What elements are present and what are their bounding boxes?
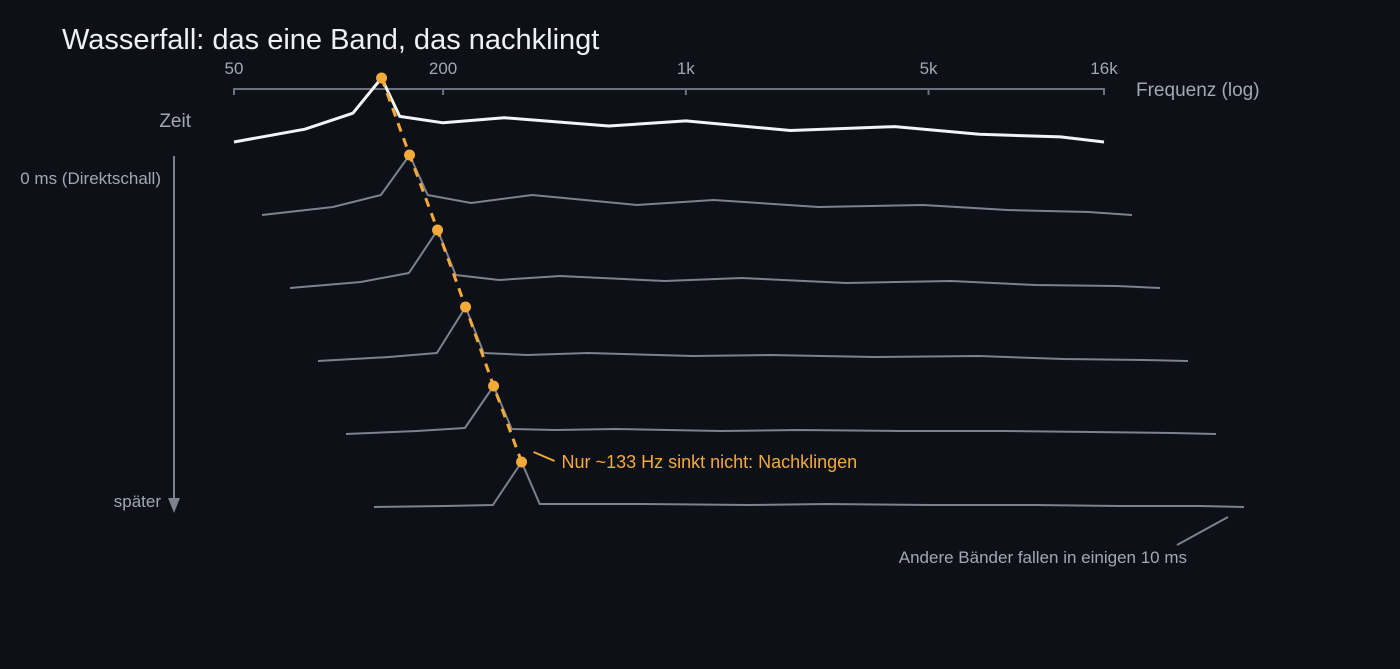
x-tick-label: 5k	[920, 59, 938, 78]
x-axis-label: Frequenz (log)	[1136, 80, 1260, 101]
highlight-leader-line	[533, 451, 555, 462]
ringing-peak-point	[460, 301, 472, 313]
ringing-peak-point	[404, 149, 416, 161]
x-tick-label: 200	[429, 59, 457, 78]
time-start-label: 0 ms (Direktschall)	[20, 169, 161, 188]
series-layer	[233, 76, 1245, 508]
x-ticks: 50 200 1k 5k 16k	[225, 59, 1118, 95]
ringing-peak-point	[488, 380, 500, 392]
ringing-peak-point	[432, 224, 444, 236]
series-line-later	[261, 154, 1133, 216]
highlight-annotation: Nur ~133 Hz sinkt nicht: Nachklingen	[562, 452, 858, 472]
annotation-layer: Nur ~133 Hz sinkt nicht: Nachklingen And…	[533, 451, 1229, 567]
time-axis: Zeit 0 ms (Direktschall) später	[20, 111, 192, 513]
time-axis-label: Zeit	[159, 111, 191, 132]
time-end-label: später	[114, 492, 162, 511]
ringing-peak-point	[516, 456, 528, 468]
x-tick-label: 16k	[1090, 59, 1118, 78]
x-axis: 50 200 1k 5k 16k Frequenz (log)	[225, 59, 1260, 101]
highlight-layer	[376, 72, 528, 468]
x-tick-label: 1k	[677, 59, 695, 78]
x-tick-label: 50	[225, 59, 244, 78]
time-axis-arrow-icon	[168, 498, 180, 513]
series-line-later	[289, 229, 1161, 289]
series-line-later	[373, 461, 1245, 508]
ringing-band-trace	[380, 77, 524, 463]
decay-note-leader-line	[1176, 516, 1229, 546]
series-line-direct	[233, 76, 1105, 144]
series-line-later	[345, 385, 1217, 435]
series-line-later	[317, 306, 1189, 362]
ringing-peak-point	[376, 72, 388, 84]
decay-note-annotation: Andere Bänder fallen in einigen 10 ms	[899, 548, 1187, 567]
chart-title: Wasserfall: das eine Band, das nachkling…	[62, 24, 600, 56]
